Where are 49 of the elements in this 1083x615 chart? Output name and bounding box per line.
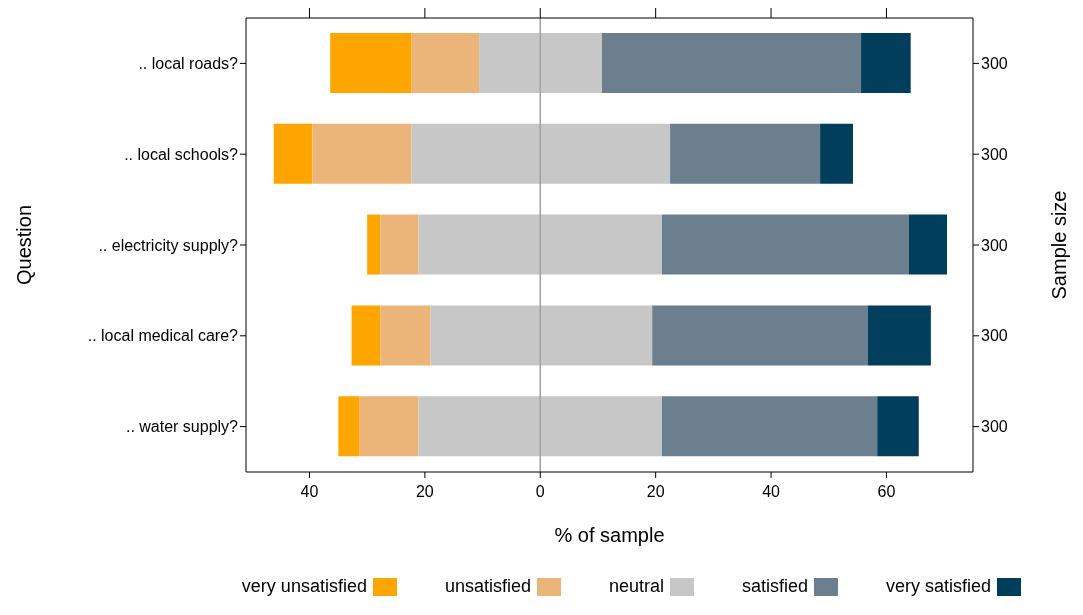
legend-label: very satisfied [886, 576, 992, 597]
bar [602, 33, 862, 93]
y2-tick-label: 300 [981, 418, 1008, 436]
legend-label: neutral [608, 576, 665, 597]
bar [418, 396, 663, 457]
bar [430, 305, 653, 366]
y2-tick-label: 300 [981, 145, 1008, 163]
x-tick-label: 40 [762, 483, 781, 501]
y-axis-title: Question [13, 204, 36, 286]
y-tick-label: .. local roads? [138, 55, 239, 73]
bar [312, 123, 412, 184]
y2-tick-label: 300 [981, 236, 1008, 254]
bar [908, 214, 948, 275]
bar [861, 33, 911, 93]
bar [330, 33, 412, 93]
bar [411, 33, 480, 93]
bar [867, 305, 931, 366]
legend-label: unsatisfied [444, 576, 531, 597]
bar [877, 396, 919, 457]
x-tick-label: 60 [877, 483, 896, 501]
y-tick-label: .. water supply? [125, 418, 239, 436]
x-tick-label: 0 [535, 483, 545, 501]
legend-label: very unsatisfied [241, 576, 367, 597]
bar [662, 214, 909, 275]
bar [820, 123, 853, 184]
bar [367, 214, 381, 275]
x-tick-label: 40 [300, 483, 319, 501]
y-tick-label: .. local medical care? [87, 327, 239, 345]
bar [662, 396, 878, 457]
bar [351, 305, 381, 366]
y2-axis-title: Sample size [1048, 190, 1071, 300]
bar [418, 214, 663, 275]
y-tick-label: .. electricity supply? [98, 236, 239, 254]
bar [338, 396, 360, 457]
y2-tick-label: 300 [981, 327, 1008, 345]
bar [411, 123, 671, 184]
bar [479, 33, 602, 93]
x-tick-label: 20 [646, 483, 665, 501]
y-tick-label: .. local schools? [124, 145, 239, 163]
x-tick-label: 20 [415, 483, 434, 501]
x-axis-title: % of sample [554, 524, 665, 546]
bar [380, 214, 419, 275]
bar [273, 123, 313, 184]
bar [380, 305, 431, 366]
bar [359, 396, 419, 457]
legend-label: satisfied [742, 576, 809, 597]
bar [670, 123, 821, 184]
y2-tick-label: 300 [981, 55, 1008, 73]
bar [652, 305, 868, 366]
